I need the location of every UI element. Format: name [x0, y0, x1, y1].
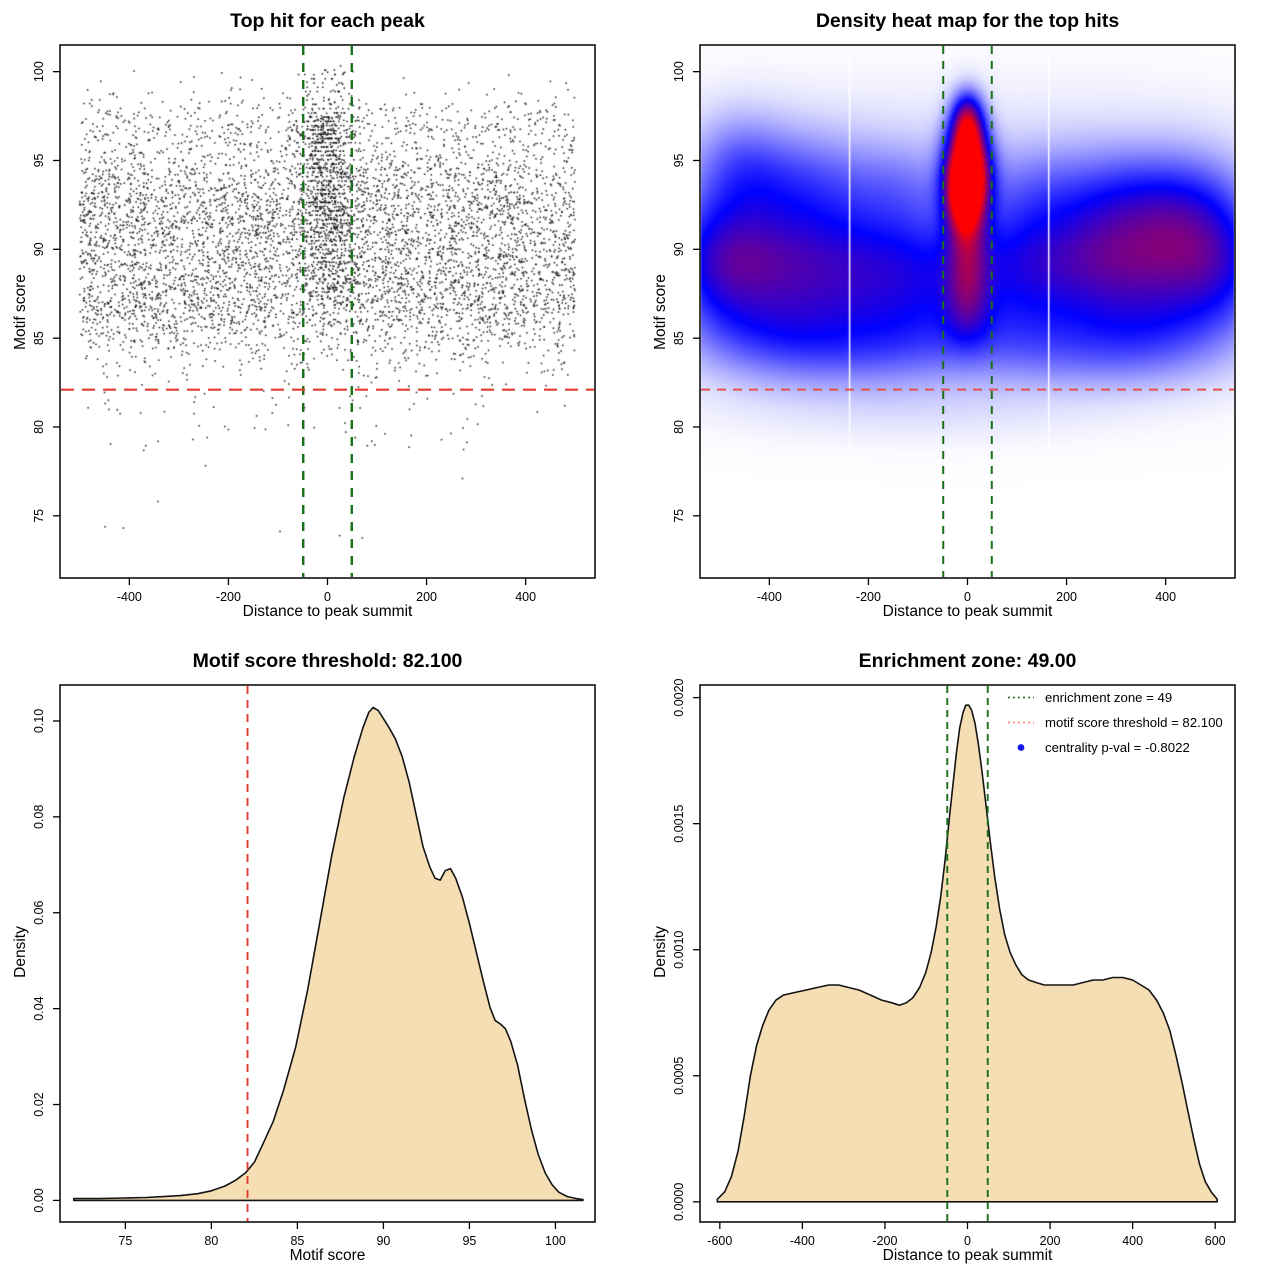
density-axes-svg: -600 -400 -200 0 200 400 600 0.0000 0.0005 0.0010…: [672, 678, 1236, 1248]
x-axis-label: Distance to peak summit: [242, 603, 413, 620]
plot-box: [59, 44, 596, 579]
x-tick-label: 0: [964, 1234, 971, 1248]
chart-title: Density heat map for the top hits: [815, 10, 1120, 32]
x-tick-label: 200: [416, 590, 437, 604]
y-tick-label: 0.0005: [672, 1057, 686, 1095]
y-tick-label: 0.06: [32, 901, 46, 925]
x-tick-label: 200: [1056, 590, 1077, 604]
scatter-points-canvas: [0, 0, 640, 640]
legend-point-sample: [1017, 744, 1025, 751]
x-tick-label: 95: [462, 1234, 476, 1248]
x-axis-label: Distance to peak summit: [882, 603, 1053, 620]
density-axes-svg: 75 80 85 90 95 100 0.00 0.02 0.04 0.06 0.08 0.10: [32, 684, 596, 1248]
y-tick-label: 0.08: [32, 805, 46, 829]
x-tick-label: 400: [515, 590, 536, 604]
y-tick-label: 80: [672, 420, 686, 434]
heatmap-panel: -400 -200 0 200 400 75 80 85 90 95 100 Density hea…: [640, 0, 1280, 640]
x-tick-label: 400: [1122, 1234, 1143, 1248]
y-tick-label: 0.0015: [672, 804, 686, 842]
y-tick-label: 80: [32, 420, 46, 434]
x-axis-label: Distance to peak summit: [882, 1247, 1053, 1264]
y-tick-label: 95: [672, 153, 686, 167]
chart-title: Motif score threshold: 82.100: [192, 650, 463, 672]
y-axis-label: Density: [652, 926, 669, 978]
y-tick-label: 90: [32, 242, 46, 256]
y-tick-label: 100: [32, 61, 46, 82]
x-tick-label: -200: [872, 1234, 897, 1248]
y-tick-label: 0.0020: [672, 678, 686, 716]
motif-score-density-panel: 75 80 85 90 95 100 0.00 0.02 0.04 0.06 0.08 0.10 Mo…: [0, 640, 640, 1280]
plot-box: [699, 44, 1236, 579]
heatmap-canvas: [640, 0, 1280, 640]
x-tick-label: 75: [118, 1234, 132, 1248]
x-tick-label: -600: [707, 1234, 732, 1248]
y-tick-label: 0.04: [32, 996, 46, 1020]
x-tick-label: 0: [964, 590, 971, 604]
x-tick-label: 200: [1040, 1234, 1061, 1248]
x-axis-label: Motif score: [289, 1247, 366, 1264]
legend-label: motif score threshold = 82.100: [1045, 715, 1223, 730]
x-tick-label: -200: [216, 590, 241, 604]
x-tick-label: 90: [376, 1234, 390, 1248]
x-tick-label: 600: [1205, 1234, 1226, 1248]
y-axis-label: Density: [12, 926, 29, 978]
chart-title: Top hit for each peak: [230, 10, 425, 32]
y-tick-label: 0.0010: [672, 931, 686, 969]
legend-label: centrality p-val = -0.8022: [1045, 740, 1190, 755]
x-tick-label: -400: [117, 590, 142, 604]
y-axis-label: Motif score: [652, 274, 669, 350]
y-tick-label: 95: [32, 153, 46, 167]
y-tick-label: 0.00: [32, 1188, 46, 1212]
distance-density-panel: -600 -400 -200 0 200 400 600 0.0000 0.0005 0.0010…: [640, 640, 1280, 1280]
y-axis-label: Motif score: [12, 274, 29, 350]
x-tick-label: 400: [1155, 590, 1176, 604]
x-tick-label: -400: [757, 590, 782, 604]
x-tick-label: -200: [856, 590, 881, 604]
chart-title: Enrichment zone: 49.00: [858, 650, 1077, 672]
heatmap-axes-svg: -400 -200 0 200 400 75 80 85 90 95 100: [672, 44, 1236, 604]
x-tick-label: 85: [290, 1234, 304, 1248]
y-tick-label: 0.10: [32, 709, 46, 733]
y-tick-label: 75: [672, 509, 686, 523]
y-tick-label: 0.0000: [672, 1183, 686, 1221]
x-tick-label: -400: [790, 1234, 815, 1248]
x-tick-label: 100: [545, 1234, 566, 1248]
scatter-axes-svg: -400 -200 0 200 400 75 80 85 90 95 100: [32, 44, 596, 604]
x-tick-label: 80: [204, 1234, 218, 1248]
y-tick-label: 85: [672, 331, 686, 345]
y-tick-label: 75: [32, 509, 46, 523]
y-tick-label: 85: [32, 331, 46, 345]
y-tick-label: 100: [672, 61, 686, 82]
scatter-plot-panel: -400 -200 0 200 400 75 80 85 90 95 100 Top hit for…: [0, 0, 640, 640]
density-curve: [716, 704, 1218, 1203]
density-curve: [73, 706, 584, 1202]
legend-label: enrichment zone = 49: [1045, 690, 1172, 705]
x-tick-label: 0: [324, 590, 331, 604]
plot-box: [59, 684, 596, 1223]
y-tick-label: 90: [672, 242, 686, 256]
y-tick-label: 0.02: [32, 1092, 46, 1116]
